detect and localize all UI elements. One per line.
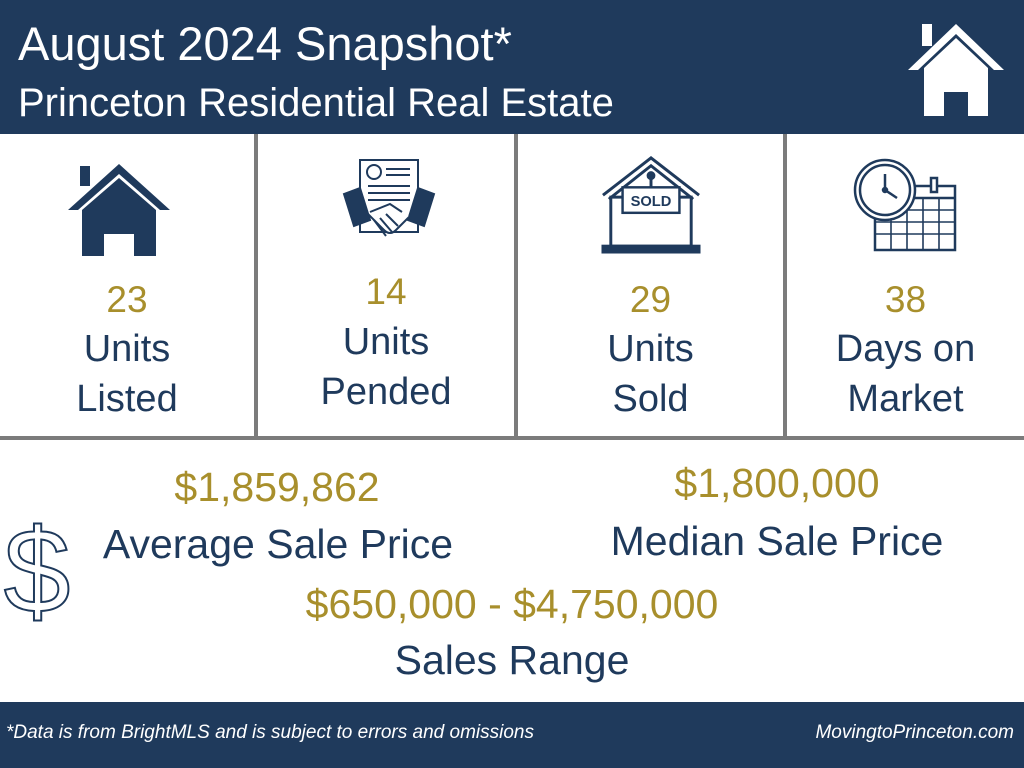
page-title: August 2024 Snapshot* (18, 17, 512, 70)
stat-days-on-market: 38 Days on Market (787, 134, 1024, 436)
sales-range-label: Sales Range (394, 637, 630, 683)
days-on-market-label-line2: Market (847, 378, 964, 420)
house-icon (68, 164, 170, 256)
stat-divider (783, 134, 787, 436)
units-listed-value: 23 (106, 279, 148, 320)
units-sold-value: 29 (629, 279, 672, 320)
stat-units-sold: SOLD 29 Units Sold (518, 134, 783, 436)
prices-section: $ $1,859,862 Average Sale Price $1,800,0… (0, 440, 1024, 702)
units-sold-label-line2: Sold (612, 378, 689, 420)
units-pended-value: 14 (365, 271, 407, 312)
stat-units-pended: 14 Units Pended (258, 134, 514, 436)
home-icon (908, 24, 1004, 116)
stats-row: 23 Units Listed 14 Units Pended (0, 134, 1024, 440)
average-sale-price-label: Average Sale Price (102, 521, 454, 567)
data-disclaimer: *Data is from BrightMLS and is subject t… (6, 722, 534, 743)
units-listed-label-line2: Listed (76, 378, 178, 420)
median-sale-price-label: Median Sale Price (610, 518, 944, 564)
handshake-contract-icon (342, 159, 436, 237)
svg-text:$: $ (4, 512, 71, 632)
footer-banner: *Data is from BrightMLS and is subject t… (0, 702, 1024, 768)
average-sale-price-value: $1,859,862 (174, 464, 380, 510)
website-text: MovingtoPrinceton.com (815, 722, 1014, 743)
stat-divider (254, 134, 258, 436)
days-on-market-label-line1: Days on (835, 328, 976, 370)
units-listed-label-line1: Units (83, 328, 171, 370)
sales-range-value: $650,000 - $4,750,000 (305, 581, 719, 627)
stat-divider (514, 134, 518, 436)
dollar-sign-icon: $ (3, 512, 72, 632)
days-on-market-value: 38 (884, 279, 927, 320)
page-subtitle: Princeton Residential Real Estate (18, 81, 614, 125)
sold-sign-icon: SOLD (601, 156, 701, 254)
units-pended-label-line1: Units (342, 321, 430, 363)
stat-units-listed: 23 Units Listed (0, 134, 254, 436)
sold-sign-text: SOLD (631, 194, 672, 210)
units-pended-label-line2: Pended (320, 371, 452, 413)
clock-calendar-icon (853, 158, 957, 252)
header-banner: August 2024 Snapshot* Princeton Resident… (0, 0, 1024, 134)
units-sold-label-line1: Units (607, 328, 694, 370)
median-sale-price-value: $1,800,000 (674, 460, 880, 506)
